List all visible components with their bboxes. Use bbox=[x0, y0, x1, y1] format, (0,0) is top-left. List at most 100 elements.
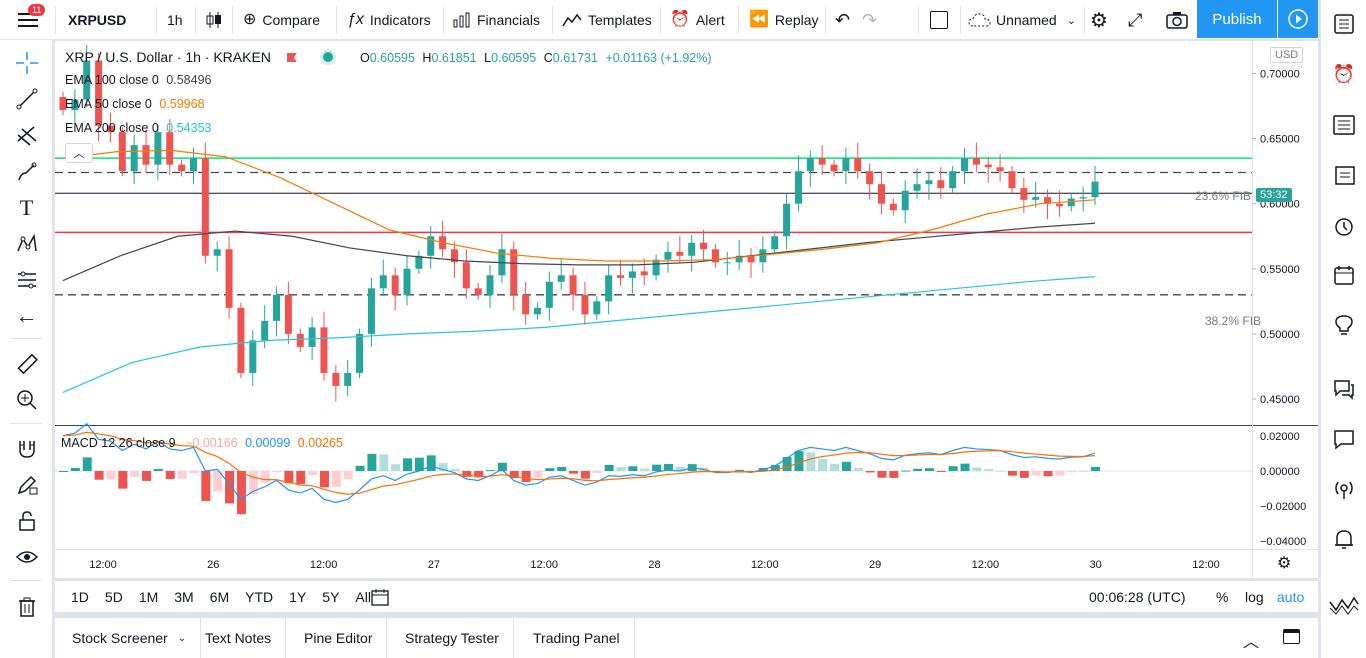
candle-body bbox=[545, 281, 553, 308]
candle-body bbox=[1067, 198, 1075, 207]
candle-body bbox=[261, 320, 269, 341]
pitchfork-icon bbox=[17, 126, 36, 146]
watchlist-button[interactable] bbox=[1321, 7, 1366, 41]
candle-body bbox=[640, 271, 648, 276]
macd-histogram-bar bbox=[924, 468, 934, 471]
range-1m[interactable]: 1M bbox=[138, 589, 159, 605]
replay-button[interactable]: ⏪ Replay bbox=[749, 0, 819, 40]
auto-toggle[interactable]: auto bbox=[1277, 589, 1305, 605]
maximize-panel-button[interactable] bbox=[1283, 629, 1300, 647]
macd-histogram-bar bbox=[853, 467, 863, 471]
snapshot-button[interactable] bbox=[1166, 0, 1188, 40]
candle-body bbox=[617, 275, 625, 278]
measure-tool[interactable] bbox=[0, 350, 53, 378]
interval-button[interactable]: 1h bbox=[167, 12, 183, 28]
chart-area[interactable]: 0.70000 0.65000 0.60000 0.55000 0.50000 0.450… bbox=[55, 41, 1318, 578]
candle-body bbox=[415, 255, 423, 269]
macd-histogram-bar bbox=[806, 452, 816, 471]
indicators-button[interactable]: ƒx Indicators bbox=[347, 0, 431, 40]
calendar-button[interactable] bbox=[1321, 258, 1366, 292]
ema50-legend[interactable]: EMA 50 close 0 0.59968 bbox=[65, 97, 205, 111]
symbol-search-button[interactable]: XRPUSD bbox=[68, 12, 127, 28]
tab-trading-panel[interactable]: Trading Panel bbox=[519, 618, 635, 658]
range-ytd[interactable]: YTD bbox=[245, 589, 274, 605]
candle-body bbox=[273, 294, 281, 321]
range-6m[interactable]: 6M bbox=[209, 589, 230, 605]
macd-legend[interactable]: MACD 12 26 close 9 −0.00166 0.00099 0.00… bbox=[61, 436, 343, 450]
collapse-panel-button[interactable]: ︿ bbox=[1243, 628, 1259, 652]
undo-button[interactable]: ↶ bbox=[835, 0, 850, 40]
range-5y[interactable]: 5Y bbox=[322, 589, 340, 605]
fullscreen-layout-button[interactable] bbox=[930, 0, 948, 40]
publish-button[interactable]: Publish bbox=[1197, 0, 1277, 38]
go-to-date-button[interactable] bbox=[371, 581, 389, 613]
messages-button[interactable] bbox=[1321, 422, 1366, 456]
financials-button[interactable]: Financials bbox=[453, 0, 540, 40]
collapse-legend-button[interactable]: ︿ bbox=[65, 143, 93, 163]
macd-histogram-bar bbox=[675, 466, 685, 471]
stream-button[interactable] bbox=[1278, 0, 1318, 38]
macd-histogram-bar bbox=[82, 457, 92, 471]
menu-button[interactable]: 11 bbox=[10, 0, 46, 40]
fullscreen-button[interactable]: ⤢ bbox=[1128, 0, 1142, 40]
settings-button[interactable]: ⚙ bbox=[1090, 0, 1108, 40]
chats-button[interactable] bbox=[1321, 372, 1366, 406]
prediction-tool[interactable] bbox=[0, 266, 53, 294]
candle-body bbox=[723, 262, 731, 264]
stay-drawing-tool[interactable] bbox=[0, 471, 53, 499]
candle-body bbox=[581, 294, 589, 315]
range-all[interactable]: All bbox=[355, 589, 371, 605]
macd-histogram-bar bbox=[118, 471, 128, 489]
time-axis-settings[interactable]: ⚙ bbox=[1277, 553, 1291, 573]
remove-drawings-tool[interactable] bbox=[0, 593, 53, 621]
fib-tool[interactable] bbox=[0, 122, 53, 150]
brush-tool[interactable] bbox=[0, 158, 53, 186]
ema100-legend[interactable]: EMA 100 close 0 0.58496 bbox=[65, 73, 211, 87]
templates-button[interactable]: Templates bbox=[562, 0, 652, 40]
range-1y[interactable]: 1Y bbox=[289, 589, 307, 605]
percent-toggle[interactable]: % bbox=[1216, 589, 1229, 605]
alerts-button[interactable]: ⏰ bbox=[1321, 57, 1366, 91]
trend-line-tool[interactable] bbox=[0, 85, 53, 113]
hide-drawings-tool[interactable] bbox=[0, 543, 53, 571]
candle-body bbox=[296, 333, 304, 347]
window-icon bbox=[1283, 629, 1300, 644]
crosshair-tool[interactable] bbox=[0, 49, 53, 77]
macd-histogram-bar bbox=[165, 471, 175, 479]
log-toggle[interactable]: log bbox=[1245, 589, 1264, 605]
candle-body bbox=[71, 99, 79, 110]
range-5d[interactable]: 5D bbox=[104, 589, 123, 605]
tab-text-notes[interactable]: Text Notes bbox=[191, 618, 287, 658]
hotlist-button[interactable] bbox=[1321, 158, 1366, 192]
streams-button[interactable] bbox=[1321, 472, 1366, 506]
ideas-stream-button[interactable] bbox=[1321, 210, 1366, 244]
chart-canvas[interactable]: 0.700000.650000.600000.550000.500000.450… bbox=[55, 41, 1318, 578]
zoom-tool[interactable] bbox=[0, 386, 53, 414]
tab-strategy-tester[interactable]: Strategy Tester bbox=[391, 618, 514, 658]
ideas-button[interactable] bbox=[1321, 308, 1366, 342]
notifications-button[interactable] bbox=[1321, 522, 1366, 556]
right-sidebar: ⏰ bbox=[1320, 0, 1366, 658]
alert-button[interactable]: ⏰ Alert bbox=[670, 0, 725, 40]
hide-toolbar-button[interactable]: ← bbox=[0, 302, 53, 330]
redo-button[interactable]: ↷ bbox=[862, 0, 877, 40]
magnet-tool[interactable] bbox=[0, 435, 53, 463]
chart-type-button[interactable] bbox=[205, 0, 223, 40]
lock-drawings-tool[interactable] bbox=[0, 507, 53, 535]
text-tool[interactable]: T bbox=[0, 194, 53, 222]
layout-selector[interactable]: Unnamed ⌄ bbox=[968, 0, 1076, 40]
range-3m[interactable]: 3M bbox=[174, 589, 194, 605]
macd-histogram-bar bbox=[213, 471, 223, 492]
pine-wizard-button[interactable] bbox=[1321, 588, 1366, 622]
tab-pine-editor[interactable]: Pine Editor bbox=[290, 618, 388, 658]
candle-body bbox=[308, 327, 316, 347]
utc-clock[interactable]: 00:06:28 (UTC) bbox=[1089, 589, 1186, 605]
tab-stock-screener[interactable]: Stock Screener ⌄ bbox=[58, 618, 202, 658]
pattern-tool[interactable] bbox=[0, 230, 53, 258]
range-1d[interactable]: 1D bbox=[71, 589, 89, 605]
currency-label[interactable]: USD bbox=[1270, 47, 1304, 63]
ema200-legend[interactable]: EMA 200 close 0 0.54353 bbox=[65, 121, 211, 135]
data-window-button[interactable] bbox=[1321, 108, 1366, 142]
compare-button[interactable]: ⊕ Compare bbox=[243, 0, 320, 40]
time-tick-label: 28 bbox=[648, 559, 660, 571]
